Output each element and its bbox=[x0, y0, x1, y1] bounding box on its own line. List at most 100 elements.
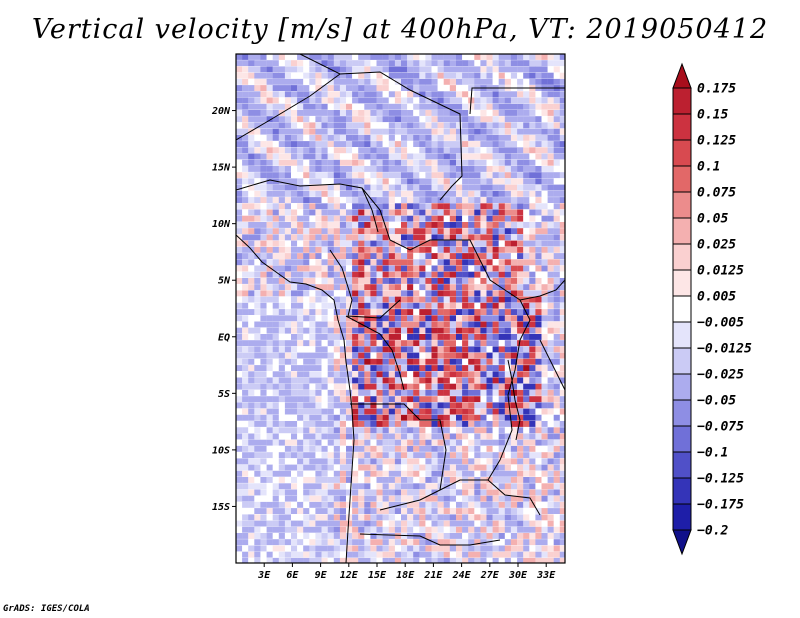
field-cell bbox=[443, 290, 450, 297]
field-cell bbox=[449, 253, 457, 259]
field-cell bbox=[266, 501, 273, 508]
field-cell bbox=[480, 445, 487, 452]
field-cell bbox=[547, 365, 554, 371]
field-cell bbox=[291, 54, 298, 60]
field-cell bbox=[419, 452, 426, 459]
field-cell bbox=[529, 539, 536, 546]
field-cell bbox=[535, 526, 542, 533]
field-cell bbox=[547, 315, 554, 322]
field-cell bbox=[291, 172, 298, 179]
chart-title: Vertical velocity [m/s] at 400hPa, VT: 2… bbox=[31, 14, 769, 45]
field-cell bbox=[523, 234, 530, 241]
field-cell bbox=[254, 153, 261, 160]
field-cell bbox=[272, 470, 279, 477]
field-cell bbox=[382, 246, 389, 253]
field-cell bbox=[407, 551, 414, 558]
field-cell bbox=[407, 85, 414, 91]
field-cell bbox=[370, 358, 377, 365]
field-cell bbox=[266, 526, 273, 533]
field-cell bbox=[437, 72, 444, 79]
field-cell bbox=[449, 539, 457, 546]
field-cell bbox=[364, 265, 371, 272]
field-cell bbox=[407, 346, 414, 353]
field-cell bbox=[315, 97, 322, 104]
field-cell bbox=[413, 60, 420, 67]
field-cell bbox=[315, 66, 322, 73]
field-cell bbox=[541, 184, 548, 191]
field-cell bbox=[382, 78, 389, 85]
field-cell bbox=[468, 290, 475, 297]
field-cell bbox=[517, 222, 524, 228]
field-cell bbox=[370, 458, 377, 465]
field-cell bbox=[437, 545, 444, 552]
field-cell bbox=[462, 365, 469, 371]
plot-frame bbox=[235, 53, 566, 564]
field-cell bbox=[504, 340, 512, 347]
field-cell bbox=[297, 383, 304, 390]
field-cell bbox=[272, 141, 279, 147]
field-cell bbox=[339, 389, 347, 396]
field-cell bbox=[498, 514, 505, 521]
field-cell bbox=[291, 184, 298, 191]
field-cell bbox=[266, 383, 273, 390]
field-cell bbox=[352, 122, 359, 129]
field-cell bbox=[284, 389, 292, 396]
field-cell bbox=[376, 97, 383, 104]
field-cell bbox=[431, 414, 438, 421]
field-cell bbox=[388, 271, 396, 278]
field-cell bbox=[333, 452, 341, 459]
field-cell bbox=[339, 253, 347, 259]
field-cell bbox=[260, 253, 267, 259]
field-cell bbox=[254, 122, 261, 129]
field-cell bbox=[529, 489, 536, 496]
field-cell bbox=[370, 489, 377, 496]
field-cell bbox=[456, 402, 463, 409]
field-cell bbox=[278, 60, 286, 67]
field-cell bbox=[352, 557, 359, 563]
field-cell bbox=[309, 551, 316, 558]
field-cell bbox=[419, 166, 426, 172]
field-cell bbox=[309, 153, 316, 160]
field-cell bbox=[425, 296, 432, 303]
field-cell bbox=[260, 166, 267, 172]
border-chad bbox=[361, 187, 521, 301]
field-cell bbox=[431, 66, 438, 73]
field-cell bbox=[517, 190, 524, 197]
field-cell bbox=[339, 433, 347, 440]
field-cell bbox=[352, 284, 359, 291]
field-cell bbox=[364, 134, 371, 141]
x-tick-label: 12E bbox=[340, 570, 359, 581]
field-cell bbox=[394, 414, 402, 421]
field-cell bbox=[358, 259, 365, 266]
field-cell bbox=[462, 346, 469, 353]
field-cell bbox=[284, 54, 292, 60]
field-cell bbox=[394, 278, 402, 284]
field-cell bbox=[242, 371, 249, 378]
field-cell bbox=[498, 66, 505, 73]
field-cell bbox=[401, 246, 408, 253]
field-cell bbox=[346, 352, 353, 359]
field-cell bbox=[370, 60, 377, 67]
field-cell bbox=[517, 365, 524, 371]
field-cell bbox=[431, 178, 438, 185]
field-cell bbox=[517, 315, 524, 322]
field-cell bbox=[553, 470, 560, 477]
field-cell bbox=[266, 296, 273, 303]
field-cell bbox=[303, 234, 310, 241]
field-cell bbox=[303, 278, 310, 284]
field-cell bbox=[462, 54, 469, 60]
field-cell bbox=[492, 557, 499, 563]
field-cell bbox=[364, 85, 371, 91]
field-cell bbox=[504, 452, 512, 459]
field-cell bbox=[443, 72, 450, 79]
field-cell bbox=[504, 128, 512, 135]
field-cell bbox=[346, 240, 353, 247]
field-cell bbox=[376, 234, 383, 241]
field-cell bbox=[303, 290, 310, 297]
field-cell bbox=[517, 103, 524, 110]
field-cell bbox=[242, 178, 249, 185]
field-cell bbox=[449, 389, 457, 396]
field-cell bbox=[291, 265, 298, 272]
field-cell bbox=[523, 377, 530, 384]
field-cell bbox=[431, 358, 438, 365]
